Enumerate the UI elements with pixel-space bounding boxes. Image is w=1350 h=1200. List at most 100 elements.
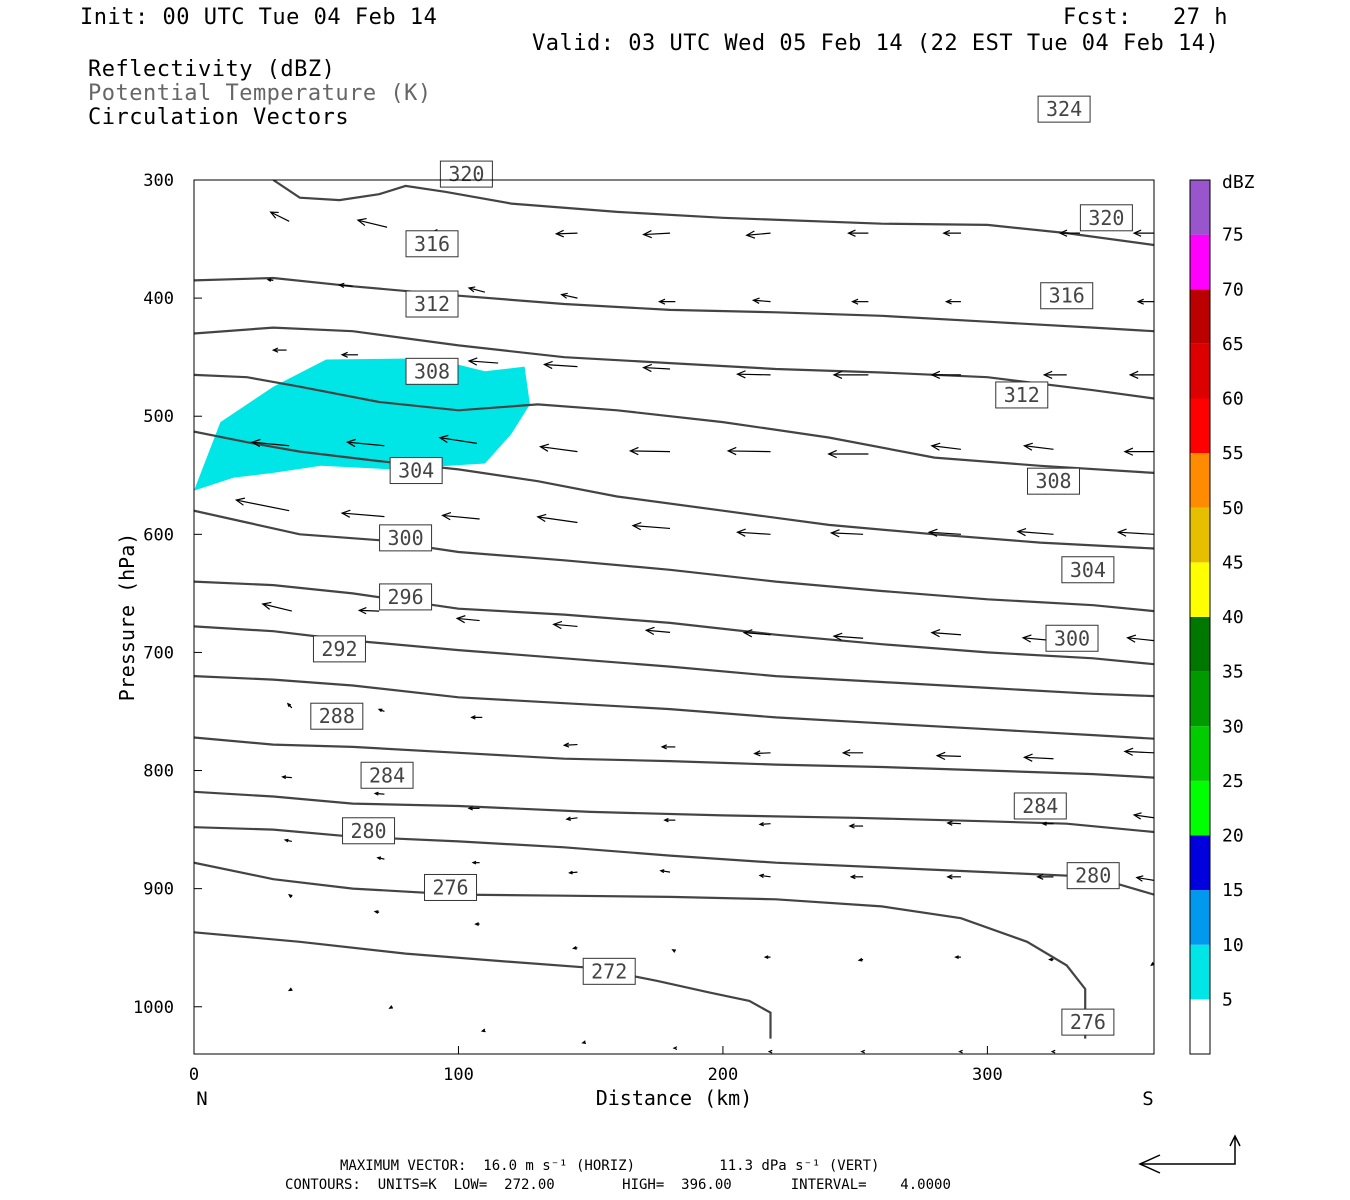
contour-label: 276: [432, 875, 468, 899]
wind-vector: [763, 955, 771, 960]
wind-vector: [470, 715, 483, 720]
wind-vector: [847, 229, 869, 237]
x-axis-title: Distance (km): [596, 1086, 753, 1110]
wind-vector: [1135, 875, 1154, 882]
forecast-hour: Fcst: 27 h: [1063, 5, 1228, 30]
colorbar-swatch: [1190, 453, 1210, 508]
wind-vector: [1126, 634, 1154, 643]
wind-vector: [935, 751, 961, 761]
wind-vector: [1041, 821, 1054, 826]
colorbar-level-label: 70: [1222, 279, 1244, 300]
contour-label-box: [342, 817, 396, 845]
contour-label: 304: [398, 459, 434, 483]
colorbar-level-label: 75: [1222, 225, 1244, 246]
colorbar-swatch: [1190, 890, 1210, 945]
contour-label: 288: [319, 704, 355, 728]
wind-vector: [1136, 298, 1154, 305]
wind-vector: [287, 987, 293, 992]
contour-label-box: [379, 524, 433, 552]
theta-contour-284: [194, 790, 1154, 834]
valid-time: Valid: 03 UTC Wed 05 Feb 14 (22 EST Tue …: [532, 31, 1220, 56]
colorbar-swatch: [1190, 343, 1210, 399]
colorbar-level-label: 10: [1222, 935, 1244, 956]
wind-vector: [373, 791, 385, 796]
colorbar-swatch: [1190, 726, 1210, 781]
field-label-reflectivity: Reflectivity (dBZ): [88, 57, 336, 82]
contour-label-layer: 272 276 276 280 280 284 284 288 292 296 300 300 304 3…: [310, 95, 1133, 1036]
reflectivity-area: [194, 358, 530, 491]
colorbar-level-label: 65: [1222, 334, 1244, 355]
colorbar-swatch: [1190, 835, 1210, 891]
colorbar-swatch: [1190, 398, 1210, 454]
wind-vector: [946, 874, 961, 880]
wind-vector: [357, 606, 380, 615]
wind-vector: [565, 816, 578, 821]
theta-contour-288: [194, 736, 1154, 779]
wind-vector: [376, 856, 385, 861]
wind-vector: [745, 230, 771, 239]
wind-vector: [471, 860, 480, 865]
colorbar-title: dBZ: [1222, 172, 1255, 193]
wind-vector: [827, 449, 869, 459]
wind-vector: [560, 292, 578, 299]
contour-label: 324: [1046, 97, 1082, 121]
contour-label-box: [1061, 556, 1115, 584]
contour-label: 276: [1070, 1010, 1106, 1034]
contour-label-box: [1037, 95, 1091, 123]
wind-vector: [1132, 812, 1154, 820]
contour-label-box: [1066, 862, 1120, 890]
wind-vector: [552, 620, 578, 630]
wind-vector: [767, 1049, 773, 1054]
colorbar-level-label: 60: [1222, 389, 1244, 410]
wind-vector: [455, 615, 480, 624]
field-label-circulation-vectors: Circulation Vectors: [88, 105, 350, 130]
contour-label: 312: [414, 292, 450, 316]
field-label-potential-temperature: Potential Temperature (K): [88, 81, 432, 106]
wind-vector: [758, 873, 771, 879]
wind-vector: [1022, 442, 1054, 451]
contour-label: 292: [321, 637, 357, 661]
wind-vector: [671, 949, 677, 953]
theta-contour-324: [272, 180, 1154, 247]
colorbar-frame: [1189, 179, 1211, 1055]
wind-vector: [657, 298, 676, 305]
contour-label: 320: [1088, 206, 1124, 230]
wind-vector: [1048, 957, 1054, 962]
wind-vector: [269, 211, 290, 222]
x-tick-label: 200: [708, 1065, 739, 1085]
wind-vector: [536, 513, 578, 524]
wind-vector: [286, 702, 293, 709]
colorbar-level-label: 20: [1222, 826, 1244, 847]
wind-vector: [438, 434, 478, 444]
x-end-label-south: S: [1142, 1088, 1153, 1110]
contour-label-box: [405, 290, 459, 318]
wind-vector: [1050, 1049, 1056, 1054]
reflectivity-fill-layer: [194, 358, 530, 491]
wind-vector: [660, 744, 676, 750]
theta-contour-276: [194, 861, 1087, 1039]
colorbar-level-label: 5: [1222, 989, 1233, 1010]
y-tick-label: 600: [143, 525, 174, 545]
wind-vector: [631, 522, 671, 531]
wind-vector: [266, 278, 274, 282]
wind-vector: [356, 217, 388, 228]
wind-vector: [234, 497, 290, 512]
wind-vector: [758, 821, 771, 827]
vector-layer: [234, 211, 1154, 1054]
colorbar-swatch: [1190, 507, 1210, 563]
contour-label-box: [1027, 467, 1081, 495]
contour-label: 300: [1054, 626, 1090, 650]
x-tick-label: 0: [189, 1065, 199, 1085]
wind-vector: [672, 1046, 678, 1050]
contour-label: 280: [350, 819, 386, 843]
wind-vector: [742, 629, 771, 638]
x-tick-label: 300: [972, 1065, 1003, 1085]
wind-vector: [942, 229, 961, 237]
wind-vector: [857, 957, 864, 962]
contour-label: 272: [591, 959, 627, 983]
contour-label-box: [424, 873, 478, 901]
colorbar-swatch: [1190, 234, 1210, 290]
wind-vector: [927, 528, 961, 537]
wind-vector: [1123, 447, 1154, 456]
wind-vector: [373, 910, 380, 914]
